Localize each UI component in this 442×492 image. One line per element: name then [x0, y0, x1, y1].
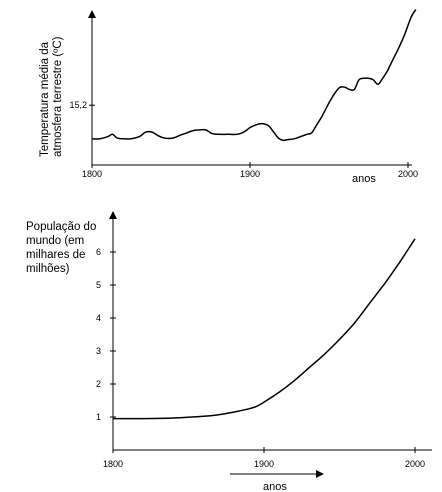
pop-y-axis-label-line3: milhares de [26, 249, 86, 261]
temp-y-ticks: 15,2 [69, 100, 95, 110]
pop-y-tick-label: 5 [96, 280, 101, 290]
temp-y-axis-label: Temperatura média da atmosfera terrestre… [39, 36, 64, 157]
pop-y-axis-label-line4: milhões) [26, 263, 70, 275]
pop-x-tick-label: 2000 [405, 459, 425, 469]
pop-x-tick-label: 1900 [254, 459, 274, 469]
pop-y-tick-label: 1 [96, 412, 101, 422]
pop-x-ticks: 1800 1900 2000 [103, 447, 425, 469]
pop-x-tick-label: 1800 [103, 459, 123, 469]
temperature-chart: 1800 1900 2000 15,2 anos Temperatura média… [39, 9, 418, 185]
pop-y-axis-label-line2: mundo (em [26, 235, 85, 247]
temp-x-axis-label: anos [352, 173, 376, 185]
temp-x-tick-label: 1900 [240, 169, 260, 179]
temp-x-tick-label: 2000 [398, 169, 418, 179]
pop-y-tick-label: 4 [96, 313, 101, 323]
pop-y-axis-label: População do mundo (em milhares de milhõ… [26, 220, 106, 276]
pop-y-tick-label: 2 [96, 379, 101, 389]
temp-y-axis-label-line2: atmosfera terrestre (ºC) [52, 36, 64, 157]
pop-x-axis-label: anos [263, 481, 287, 492]
temperature-line [91, 9, 417, 142]
temp-y-axis-label-line1: Temperatura média da [39, 41, 51, 157]
pop-y-ticks: 1 2 3 4 5 6 [96, 247, 116, 422]
pop-y-axis-label-line1: População do [26, 221, 97, 233]
population-line [112, 238, 416, 420]
temp-x-tick-label: 1800 [82, 169, 102, 179]
pop-y-tick-label: 6 [96, 247, 101, 257]
pop-y-tick-label: 3 [96, 346, 101, 356]
temp-y-tick-label: 15,2 [69, 100, 87, 110]
population-chart: 1800 1900 2000 1 2 3 4 5 6 anos [96, 211, 432, 492]
temp-x-ticks: 1800 1900 2000 [82, 162, 418, 179]
